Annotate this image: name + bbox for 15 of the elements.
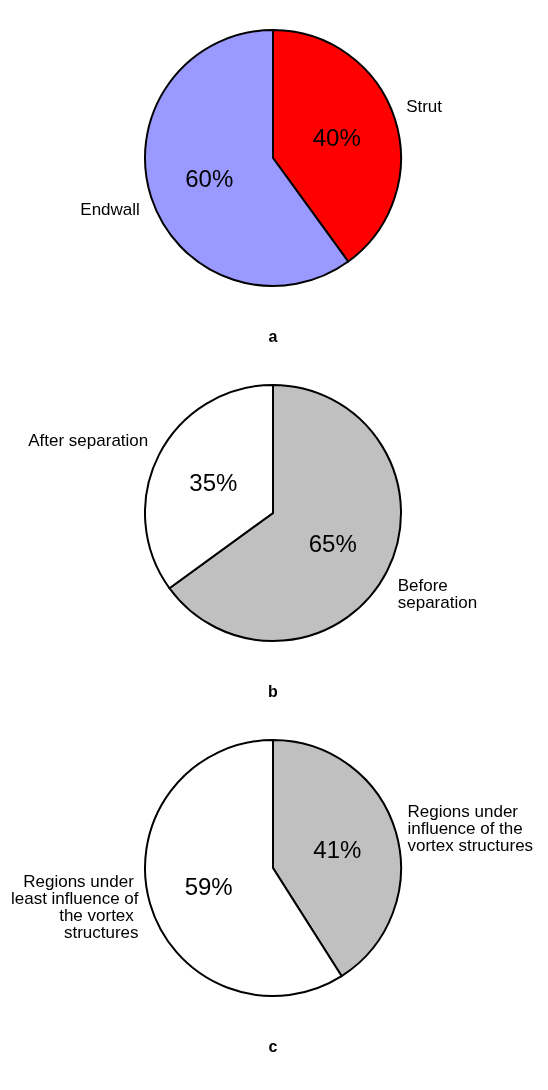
slice-label: Regions under least influence of the vortex structures <box>10 872 139 943</box>
text: c <box>268 1037 278 1055</box>
slice-label: Endwall <box>80 200 140 220</box>
slice-label: After separation <box>28 431 149 451</box>
data-label: 40% <box>312 123 361 151</box>
data-label: 65% <box>308 529 357 557</box>
slice-label: Strut <box>406 96 443 116</box>
slice-label: Regions under influence of the vortex structures <box>407 802 534 856</box>
text: a <box>268 327 278 345</box>
data-label: 59% <box>184 873 233 901</box>
slice-label: Before separation <box>397 575 478 612</box>
data-label: 60% <box>185 165 234 193</box>
data-label: 35% <box>189 469 238 497</box>
text: b <box>268 682 279 700</box>
data-label: 41% <box>313 835 362 863</box>
